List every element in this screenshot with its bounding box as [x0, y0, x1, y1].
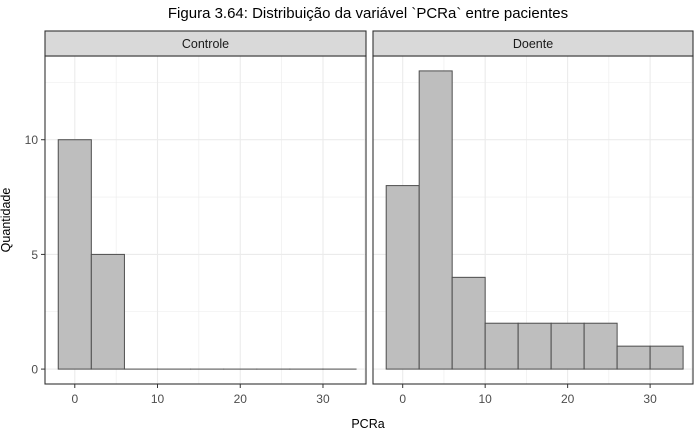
- x-tick-label: 0: [71, 392, 78, 406]
- histogram-bar: [583, 322, 618, 370]
- facet-strip-label: Doente: [513, 37, 553, 51]
- facet-panel: Controle 0 10 20 30 0 5 10: [25, 30, 367, 406]
- histogram-bar: [517, 322, 552, 370]
- chart-title: Figura 3.64: Distribuição da variável `P…: [168, 5, 568, 22]
- histogram-bar: [484, 322, 519, 370]
- histogram-bar: [385, 185, 420, 370]
- facet-strip: [372, 30, 694, 57]
- histogram-bar: [550, 322, 585, 370]
- y-tick-label: 0: [31, 363, 38, 377]
- y-axis-label: Quantidade: [0, 188, 13, 253]
- histogram-bar: [418, 70, 453, 370]
- y-tick-label: 10: [25, 133, 39, 147]
- x-tick-label: 20: [234, 392, 248, 406]
- histogram-bar: [451, 276, 486, 370]
- x-tick-label: 0: [399, 392, 406, 406]
- histogram-bar: [649, 345, 684, 370]
- x-tick-label: 20: [561, 392, 575, 406]
- facet-panel: Doente 0 10 20 30: [372, 30, 694, 406]
- facet-strip-label: Controle: [182, 37, 229, 51]
- y-tick-label: 5: [31, 248, 38, 262]
- x-tick-label: 30: [643, 392, 657, 406]
- histogram-bar: [616, 345, 651, 370]
- histogram-bar: [90, 253, 125, 370]
- facet-strip: [44, 30, 367, 57]
- x-tick-label: 30: [316, 392, 330, 406]
- x-tick-label: 10: [151, 392, 165, 406]
- x-tick-label: 10: [478, 392, 492, 406]
- x-axis-label: PCRa: [351, 417, 384, 431]
- facet-panels: Controle 0 10 20 30 0 5 10 Doente 0 10 20 30: [25, 30, 694, 406]
- histogram-bar: [57, 139, 92, 370]
